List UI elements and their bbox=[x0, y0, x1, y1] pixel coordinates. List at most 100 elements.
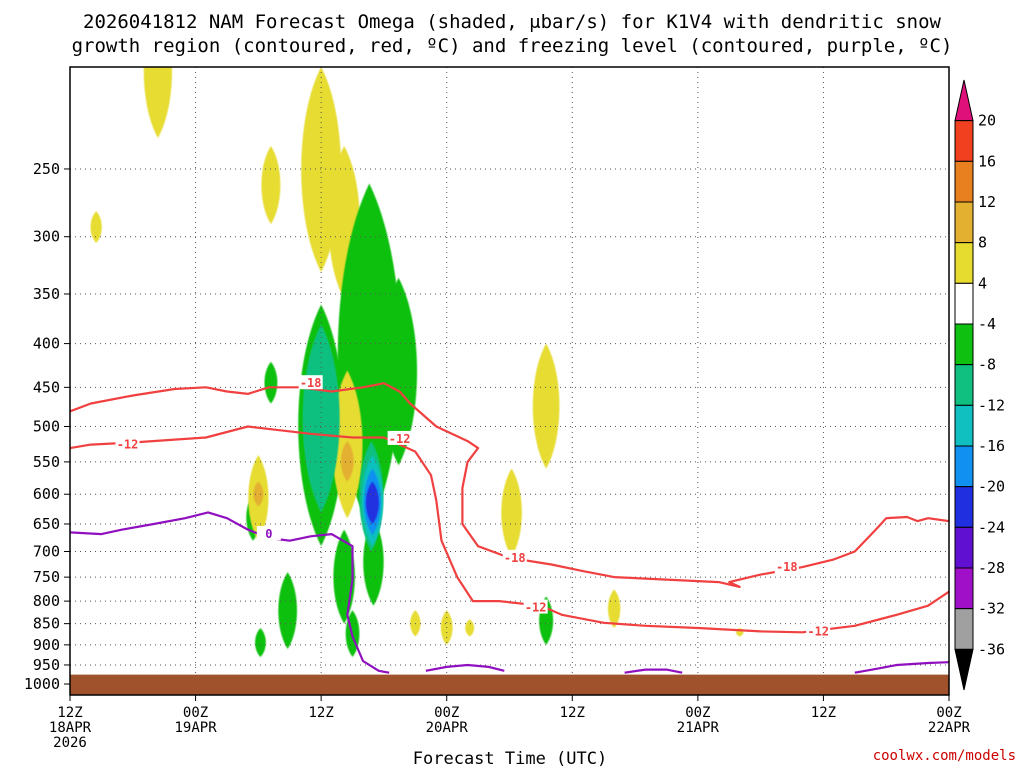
dgz-label--12-2: -12 bbox=[525, 601, 547, 615]
y-tick-label-500: 500 bbox=[33, 417, 60, 435]
freezing-level-contour bbox=[70, 511, 390, 674]
freezing-label-0-bg bbox=[256, 526, 281, 541]
omega-cell-31 bbox=[365, 481, 379, 524]
dgz-label--18-1: -18 bbox=[504, 551, 526, 565]
x-tick-label-3-0: 00Z bbox=[434, 705, 459, 721]
omega-cell-1 bbox=[90, 211, 102, 243]
y-tick-label-900: 900 bbox=[33, 636, 60, 654]
y-tick-label-800: 800 bbox=[33, 592, 60, 610]
colorbar-bin-16 bbox=[954, 120, 974, 162]
x-tick-label-0-2: 2026 bbox=[53, 735, 87, 751]
x-tick-label-0-1: 18APR bbox=[49, 720, 92, 736]
chart-title-line1: 2026041812 NAM Forecast Omega (shaded, μ… bbox=[83, 11, 941, 33]
colorbar-bin--4 bbox=[954, 282, 974, 325]
dgz-label--12-3: -12 bbox=[807, 624, 829, 638]
chart-title-line2: growth region (contoured, red, ºC) and f… bbox=[72, 35, 953, 57]
y-tick-label-250: 250 bbox=[33, 160, 60, 178]
omega-cell-27 bbox=[340, 441, 354, 482]
colorbar-bin--8 bbox=[954, 323, 974, 366]
colorbar-bin--32 bbox=[954, 567, 974, 610]
y-tick-label-950: 950 bbox=[33, 656, 60, 674]
colorbar-label-8: 8 bbox=[978, 234, 987, 252]
colorbar-bin--12 bbox=[954, 364, 974, 406]
colorbar-bin--20 bbox=[954, 445, 974, 488]
x-tick-label-0-0: 12Z bbox=[57, 705, 82, 721]
y-tick-label-550: 550 bbox=[33, 453, 60, 471]
dgz-label--18-0-bg bbox=[298, 375, 323, 390]
omega-cell-19 bbox=[501, 468, 522, 557]
freezing-level-segment-0 bbox=[425, 663, 505, 672]
omega-cell-28 bbox=[253, 481, 264, 507]
x-axis-label: Forecast Time (UTC) bbox=[413, 749, 607, 768]
plot-background bbox=[70, 67, 949, 695]
colorbar-bin-12 bbox=[954, 160, 974, 203]
x-tick-label-7-0: 00Z bbox=[936, 705, 961, 721]
x-tick-label-1-0: 00Z bbox=[183, 705, 208, 721]
colorbar-label--16: -16 bbox=[978, 437, 1005, 455]
x-tick-label-3-1: 20APR bbox=[426, 720, 469, 736]
x-tick-label-7-1: 22APR bbox=[928, 720, 971, 736]
colorbar-label-20: 20 bbox=[978, 112, 996, 130]
x-tick-label-6-0: 12Z bbox=[811, 705, 836, 721]
colorbar-label-12: 12 bbox=[978, 193, 996, 211]
y-tick-label-750: 750 bbox=[33, 568, 60, 586]
colorbar-bin--40 bbox=[954, 648, 974, 691]
colorbar-label--32: -32 bbox=[978, 600, 1005, 618]
colorbar-bin--24 bbox=[954, 486, 974, 528]
colorbar-label--28: -28 bbox=[978, 559, 1005, 577]
y-axis: 250 300 350 400 450 500 550 600 650 700 750 800 850 9… bbox=[24, 160, 70, 693]
y-tick-label-1000: 1000 bbox=[24, 675, 60, 693]
dgz-label--18-1-bg bbox=[502, 549, 527, 564]
y-tick-label-850: 850 bbox=[33, 615, 60, 633]
omega-cell-2 bbox=[261, 145, 281, 225]
freezing-label-0: 0 bbox=[265, 527, 272, 541]
colorbar-bin--16 bbox=[954, 404, 974, 447]
omega-cell-24 bbox=[465, 619, 475, 637]
omega-cell-18 bbox=[532, 343, 560, 469]
dgz-label--12-0-bg bbox=[115, 436, 140, 451]
terrain bbox=[70, 674, 949, 695]
omega-cell-26 bbox=[302, 324, 340, 513]
colorbar-label--24: -24 bbox=[978, 518, 1005, 536]
freezing-level-segment-2 bbox=[854, 661, 949, 674]
omega-cell-14 bbox=[264, 361, 278, 404]
freezing-level-segment-1 bbox=[624, 668, 683, 674]
colorbar-bin-20 bbox=[954, 79, 974, 122]
y-tick-label-350: 350 bbox=[33, 285, 60, 303]
dgz-label--12-1: -12 bbox=[389, 432, 411, 446]
colorbar-label--8: -8 bbox=[978, 356, 996, 374]
x-tick-label-2-0: 12Z bbox=[308, 705, 333, 721]
terrain-fill bbox=[70, 674, 949, 695]
dgz-label--12-1-bg bbox=[387, 430, 412, 445]
colorbar-bin--28 bbox=[954, 526, 974, 569]
y-tick-label-450: 450 bbox=[33, 378, 60, 396]
x-tick-label-1-1: 19APR bbox=[174, 720, 217, 736]
x-tick-label-5-1: 21APR bbox=[677, 720, 720, 736]
plot-area: -18 -18 -18 -12 -12 -12 -12 0 bbox=[69, 66, 950, 696]
colorbar-label-4: 4 bbox=[978, 274, 987, 292]
colorbar-label-16: 16 bbox=[978, 152, 996, 170]
x-tick-label-5-0: 00Z bbox=[685, 705, 710, 721]
x-tick-label-4-0: 12Z bbox=[560, 705, 585, 721]
omega-shading bbox=[90, 67, 744, 658]
dgz-label--18-0: -18 bbox=[300, 376, 322, 390]
y-tick-label-600: 600 bbox=[33, 485, 60, 503]
omega-cell-22 bbox=[607, 589, 621, 628]
y-tick-label-300: 300 bbox=[33, 228, 60, 246]
colorbar: 20 16 12 8 4 -4 -8 -12 -16 -20 -24 -28 -32 -36 bbox=[954, 79, 1005, 691]
colorbar-bin-8 bbox=[954, 201, 974, 244]
omega-cell-9 bbox=[278, 572, 297, 649]
colorbar-label--4: -4 bbox=[978, 315, 996, 333]
y-tick-label-700: 700 bbox=[33, 543, 60, 561]
dgz-label--12-2-bg bbox=[523, 599, 548, 614]
y-tick-label-650: 650 bbox=[33, 515, 60, 533]
dgz-contour--12 bbox=[70, 425, 949, 634]
colorbar-bin--36 bbox=[954, 608, 974, 650]
colorbar-label--12: -12 bbox=[978, 396, 1005, 414]
y-tick-label-400: 400 bbox=[33, 335, 60, 353]
colorbar-label--36: -36 bbox=[978, 640, 1005, 658]
dgz-label--18-2: -18 bbox=[776, 560, 798, 574]
omega-cell-0 bbox=[143, 67, 172, 138]
